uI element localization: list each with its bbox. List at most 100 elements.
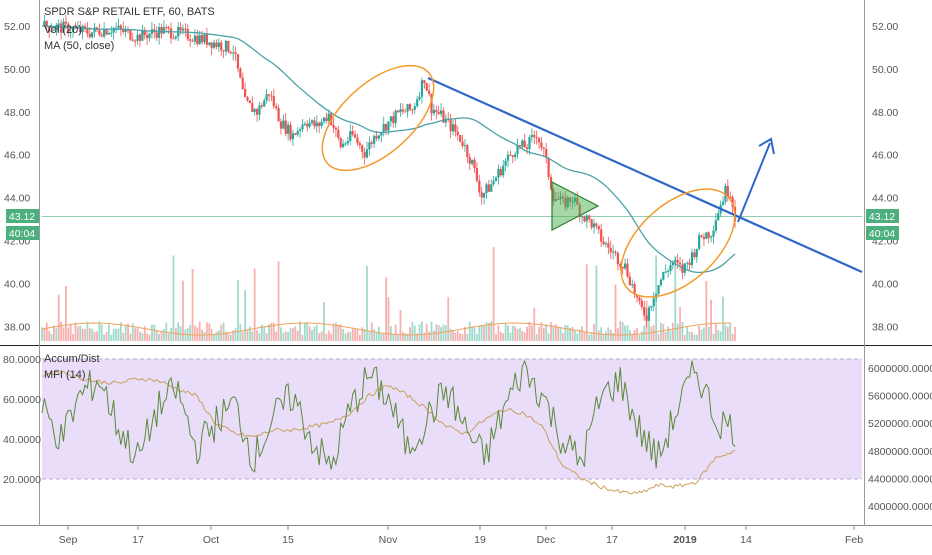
candle-body [258,105,261,115]
time-tick-label[interactable]: Sep [59,534,78,546]
candle-body [702,236,706,239]
candle-body [396,110,400,113]
volume-bar [712,333,715,341]
volume-bar [160,330,163,341]
volume-bar [698,325,701,341]
accum-dist-tick-label: 4400000.0000 [868,473,932,485]
price-badge-right [866,209,899,223]
candle-body [284,120,287,134]
volume-bar [676,323,679,341]
volume-bar [158,333,160,341]
mfi-tick-label: 20.0000 [3,474,41,486]
triangle-pattern[interactable] [551,181,600,231]
volume-bar [263,326,266,341]
symbol-title[interactable]: SPDR S&P RETAIL ETF, 60, BATS [44,6,215,18]
highlight-ellipse-left[interactable] [304,46,452,189]
candle-body [100,34,103,37]
accum-dist-line[interactable] [41,369,736,495]
volume-bar [182,280,184,341]
candle-body [401,109,404,112]
candle-body [459,135,462,142]
candle-body [332,125,335,128]
volume-bar [449,328,452,341]
time-tick-label[interactable]: Feb [845,534,863,546]
volume-bar [53,325,55,341]
candle-body [227,40,230,52]
volume-bar [148,334,151,341]
candle-body [253,109,256,112]
candle-body [236,54,240,69]
downtrend-line[interactable] [427,76,863,274]
time-tick-label[interactable]: 17 [132,534,144,546]
candle-body [461,141,464,147]
candle-body [93,27,96,33]
countdown-badge-right-text: 40:04 [869,228,895,240]
volume-bar [550,321,552,341]
volume-bar [516,328,519,341]
volume-bar [688,331,691,341]
candle-body [124,29,127,32]
candle-body [588,215,591,220]
volume-bar [117,328,120,341]
volume-bar [258,333,261,341]
candle-body [234,52,237,55]
candle-body [430,93,433,114]
volume-bar [542,327,545,341]
accum-dist-tick-label: 4000000.0000 [868,501,932,513]
mfi-tick-label: 80.0000 [3,354,41,366]
candle-body [275,106,278,108]
time-tick-label[interactable]: Oct [203,534,219,546]
volume-bar [227,333,230,341]
candle-body [681,264,684,273]
mfi-line[interactable] [41,359,736,473]
projection-arrow-head[interactable] [758,137,775,155]
volume-bar [478,325,481,341]
volume-bar [373,329,376,341]
volume-bar [664,331,667,341]
candle-body [361,145,364,152]
candle-body [607,243,610,248]
moving-average-line[interactable] [41,25,736,274]
time-tick-label[interactable]: 19 [474,534,486,546]
time-tick-label[interactable]: 15 [282,534,294,546]
volume-bar [337,324,340,341]
candle-body [327,113,330,121]
volume-bar [60,321,63,341]
volume-bar [189,324,192,341]
indicator-pane[interactable] [41,358,862,495]
volume-legend[interactable]: Vol (20) [44,24,82,36]
volume-bar [399,310,402,341]
volume-bar [726,326,729,341]
volume-bar [124,325,127,341]
volume-bar [162,328,165,341]
time-tick-label[interactable]: 2019 [673,534,697,546]
axis-labels: 52.00 52.00 50.00 50.00 48.00 48.00 46.00 46.00… [3,21,932,546]
volume-bar [48,331,51,341]
candle-body [217,42,220,47]
volume-bar [444,325,447,341]
time-tick-label[interactable]: 14 [740,534,752,546]
projection-arrow-line[interactable] [737,142,771,223]
accum-dist-legend[interactable]: Accum/Dist [44,353,100,365]
time-tick-label[interactable]: Dec [537,534,556,546]
volume-bar [256,330,258,341]
volume-bar [151,324,153,341]
highlight-ellipse-right[interactable] [601,169,754,318]
time-tick-label[interactable]: Nov [379,534,398,546]
candle-body [643,307,646,316]
time-tick-label[interactable]: 17 [606,534,618,546]
volume-bar [241,332,244,341]
volume-bar [523,332,526,341]
volume-bar [57,294,60,341]
volume-bar [354,329,356,341]
price-pane[interactable] [41,14,863,341]
mfi-legend[interactable]: MFI (14) [44,369,86,381]
candle-body [471,159,474,164]
ma-legend[interactable]: MA (50, close) [44,40,114,52]
candle-body [717,213,720,221]
candle-body [103,29,106,37]
price-tick-label-right: 46.00 [872,150,898,162]
candle-body [640,300,643,308]
